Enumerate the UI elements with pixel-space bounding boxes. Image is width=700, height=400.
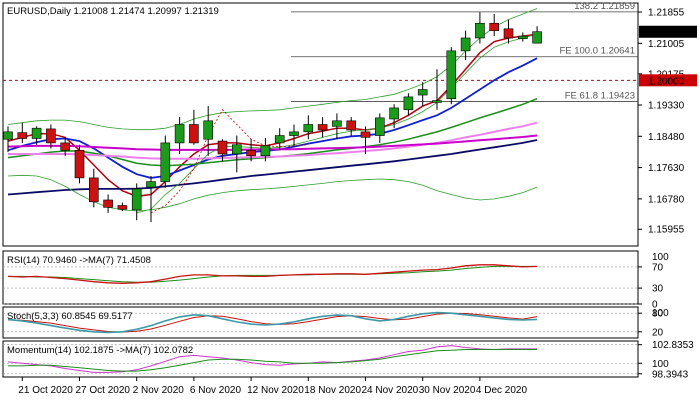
fib-level-label: FE 61.8 1.19423: [565, 91, 635, 102]
price-y-tick-label: 1.16780: [648, 194, 685, 205]
bullish-candle: [446, 50, 457, 100]
bearish-candle: [89, 177, 99, 203]
rsi-top-tick-label: 100: [652, 252, 669, 263]
bearish-candle: [246, 149, 256, 157]
bullish-candle: [432, 100, 442, 103]
price-y-tick-label: 1.15955: [648, 225, 685, 236]
bullish-candle: [532, 31, 542, 44]
price-y-tick-label: 1.19330: [648, 100, 685, 111]
momentum-label: Momentum(14) 102.1875 ->MA(7) 102.0782: [7, 345, 193, 356]
bullish-candle: [3, 131, 13, 140]
bullish-candle: [460, 37, 471, 52]
bearish-candle: [189, 124, 199, 144]
rsi-value-line: [7, 264, 538, 284]
stoch-panel-frame: [2, 306, 639, 339]
stoch-tick-label: 80: [652, 309, 664, 320]
bullish-candle: [203, 120, 213, 140]
stoch-tick-label: 20: [652, 327, 664, 338]
bearish-candle: [74, 149, 85, 179]
rsi-label: RSI(14) 70.9460 ->MA(7) 71.4508: [7, 255, 151, 266]
bearish-candle: [17, 132, 28, 139]
bearish-candle: [60, 142, 71, 151]
price-y-tick-label: 1.18480: [648, 132, 685, 143]
momentum-tick-label: 102.8353: [652, 340, 694, 351]
bullish-candle: [274, 135, 285, 144]
x-tick-label: 30 Nov 2020: [419, 385, 476, 396]
chart-title-ohlc: EURUSD,Daily 1.21008 1.21474 1.20997 1.2…: [7, 6, 219, 17]
x-tick-label: 18 Nov 2020: [304, 385, 361, 396]
x-tick-label: 6 Nov 2020: [190, 385, 242, 396]
momentum-value-line: [7, 345, 538, 373]
bullish-candle: [374, 117, 385, 136]
price-y-tick-label: 1.21005: [648, 39, 685, 50]
stoch-top-tick-label: 100: [652, 308, 669, 319]
price-panel-frame: [2, 2, 639, 247]
x-tick-label: 4 Dec 2020: [476, 385, 528, 396]
bullish-candle: [417, 89, 428, 96]
bearish-candle: [217, 140, 228, 155]
bullish-candle: [303, 124, 314, 133]
rsi-tick-label: 30: [652, 284, 664, 295]
x-tick-label: 21 Oct 2020: [18, 385, 73, 396]
momentum-panel-frame: [2, 340, 639, 378]
x-tick-label: 2 Nov 2020: [133, 385, 185, 396]
rsi-tick-label: 70: [652, 262, 664, 273]
momentum-tick-label: 98.3943: [652, 369, 689, 380]
momentum-tick-label: 100: [652, 359, 669, 370]
bullish-candle: [517, 35, 528, 40]
price-y-tick-label: 1.21855: [648, 8, 685, 19]
bearish-candle: [346, 120, 357, 131]
bearish-candle: [46, 128, 56, 144]
bullish-candle: [146, 181, 156, 188]
momentum-ma-line: [8, 349, 538, 372]
bullish-candle: [403, 96, 414, 111]
price-series-line-7: [7, 174, 538, 212]
bearish-candle: [503, 28, 514, 39]
fib-level-label: 138.2 1.21859: [574, 1, 635, 12]
bearish-candle: [103, 199, 113, 208]
bullish-candle: [232, 144, 242, 155]
price-series-line-3: [8, 121, 538, 160]
price-series-line-1: [7, 57, 538, 179]
bullish-candle: [160, 142, 171, 182]
bearish-candle: [317, 124, 328, 131]
bullish-candle: [174, 124, 185, 144]
current-price-label-bg: [639, 25, 697, 38]
x-tick-label: 12 Nov 2020: [247, 385, 304, 396]
bullish-candle: [260, 145, 271, 157]
bearish-candle: [489, 22, 500, 31]
bullish-candle: [131, 188, 142, 211]
price-series-line-4: [7, 134, 538, 151]
bearish-candle: [360, 131, 371, 138]
rsi-ma-line: [8, 265, 538, 283]
stoch-label: Stoch(5,3,3) 60.8545 69.5177: [7, 311, 133, 322]
price-series-line-9: [150, 109, 309, 214]
level-price-label: 1.20000: [648, 76, 685, 87]
level-price-label-bg: [639, 74, 697, 87]
price-series-line-6: [7, 8, 538, 131]
bullish-candle: [31, 127, 42, 139]
bullish-candle: [389, 107, 399, 120]
x-tick-label: 24 Nov 2020: [362, 385, 419, 396]
bearish-candle: [117, 205, 128, 210]
x-tick-label: 27 Oct 2020: [76, 385, 131, 396]
current-price-label: 1.21319: [648, 28, 685, 39]
stoch-main-line: [7, 311, 538, 334]
rsi-tick-label: 0: [652, 300, 658, 311]
fib-level-label: FE 100.0 1.20641: [559, 46, 635, 57]
price-y-tick-label: 1.17630: [648, 163, 685, 174]
bullish-candle: [475, 22, 485, 39]
bullish-candle: [289, 131, 299, 136]
bullish-candle: [332, 120, 342, 127]
